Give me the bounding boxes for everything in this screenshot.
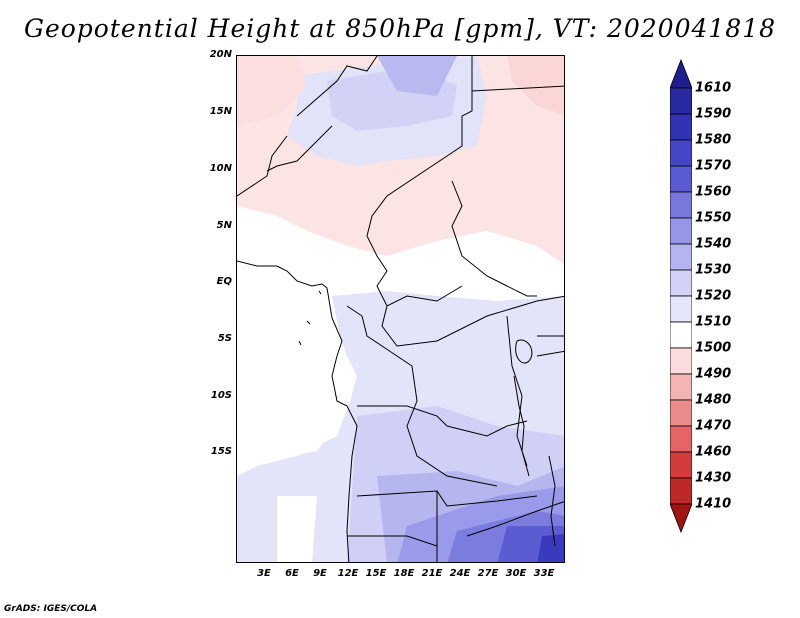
colorbar-segment <box>670 217 692 245</box>
grads-credit: GrADS: IGES/COLA <box>4 604 98 614</box>
map-title: Geopotential Height at 850hPa [gpm], VT:… <box>23 14 777 43</box>
colorbar-label-1540: 1540 <box>695 236 732 252</box>
colorbar-segment <box>670 243 692 271</box>
colorbar-label-1460: 1460 <box>695 444 732 460</box>
lat-label-eq: EQ <box>216 276 232 287</box>
colorbar-label-1570: 1570 <box>695 158 732 174</box>
colorbar-label-1410: 1410 <box>695 496 732 512</box>
lon-label-3e: 3E <box>257 568 271 579</box>
lat-label-5s: 5S <box>217 333 232 344</box>
colorbar-segment <box>670 477 692 505</box>
lon-label-24e: 24E <box>449 568 471 579</box>
lon-label-15e: 15E <box>365 568 387 579</box>
colorbar-segment <box>670 295 692 323</box>
colorbar-segment <box>670 269 692 297</box>
lon-label-33e: 33E <box>533 568 555 579</box>
colorbar-label-1470: 1470 <box>695 418 732 434</box>
lat-label-10n: 10N <box>209 163 232 174</box>
colorbar-label-1490: 1490 <box>695 366 732 382</box>
colorbar-label-1580: 1580 <box>695 132 732 148</box>
colorbar-label-1480: 1480 <box>695 392 732 408</box>
lon-label-9e: 9E <box>313 568 327 579</box>
lat-label-5n: 5N <box>216 220 232 231</box>
colorbar-segment <box>670 399 692 427</box>
colorbar-label-1430: 1430 <box>695 470 732 486</box>
colorbar-label-1530: 1530 <box>695 262 732 278</box>
lon-label-6e: 6E <box>285 568 299 579</box>
map-panel <box>236 55 565 563</box>
colorbar-label-1590: 1590 <box>695 106 732 122</box>
colorbar-segment <box>670 113 692 141</box>
lat-label-10s: 10S <box>210 390 232 401</box>
political-boundaries <box>237 56 564 562</box>
colorbar-segment <box>670 373 692 401</box>
map-canvas <box>237 56 564 562</box>
colorbar-segment <box>670 191 692 219</box>
colorbar-label-1500: 1500 <box>695 340 732 356</box>
lat-label-20n: 20N <box>209 49 232 60</box>
colorbar <box>670 58 692 534</box>
colorbar-segment <box>670 451 692 479</box>
lon-label-18e: 18E <box>393 568 415 579</box>
lon-label-12e: 12E <box>337 568 359 579</box>
lat-label-15n: 15N <box>209 106 232 117</box>
colorbar-label-1510: 1510 <box>695 314 732 330</box>
lat-label-15s: 15S <box>210 446 232 457</box>
colorbar-segment <box>670 321 692 349</box>
colorbar-label-1550: 1550 <box>695 210 732 226</box>
colorbar-label-1560: 1560 <box>695 184 732 200</box>
lon-label-30e: 30E <box>505 568 527 579</box>
lon-label-27e: 27E <box>477 568 499 579</box>
colorbar-bottom-arrow <box>670 503 692 534</box>
colorbar-segment <box>670 425 692 453</box>
lon-label-21e: 21E <box>421 568 443 579</box>
colorbar-label-1520: 1520 <box>695 288 732 304</box>
colorbar-label-1610: 1610 <box>695 80 732 96</box>
colorbar-segment <box>670 87 692 115</box>
colorbar-segment <box>670 347 692 375</box>
colorbar-top-arrow <box>670 58 692 89</box>
height-shading <box>237 56 564 562</box>
colorbar-segment <box>670 139 692 167</box>
colorbar-segment <box>670 165 692 193</box>
